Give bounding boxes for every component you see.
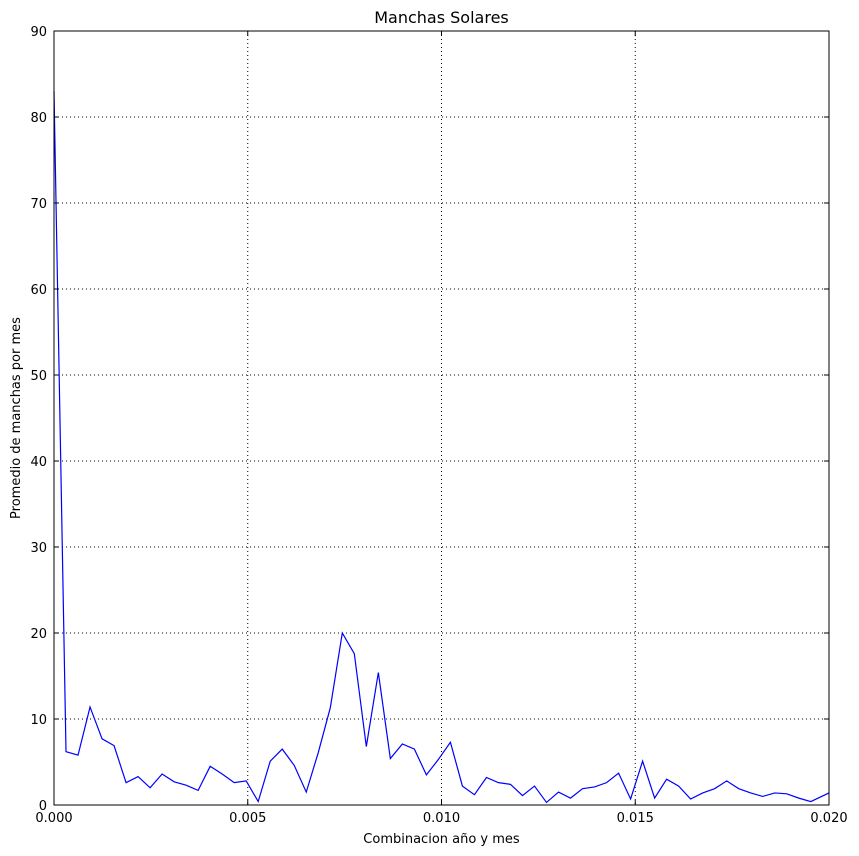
y-tick-label: 50 (30, 369, 47, 384)
y-tick-label: 0 (39, 799, 47, 814)
x-tick-label: 0.015 (617, 811, 654, 826)
x-tick-label: 0.010 (423, 811, 460, 826)
axis-ticks: 0.000 0.005 0.010 0.015 0.020 0 10 20 30 40 50 60 70… (30, 25, 847, 826)
x-tick-label: 0.000 (35, 811, 72, 826)
y-axis-label: Promedio de manchas por mes (9, 317, 24, 519)
y-tick-label: 20 (30, 627, 47, 642)
chart-title: Manchas Solares (374, 8, 509, 27)
x-tick-label: 0.005 (229, 811, 266, 826)
y-tick-label: 70 (30, 197, 47, 212)
y-tick-label: 60 (30, 283, 47, 298)
grid-lines (53, 30, 830, 806)
x-tick-label: 0.020 (810, 811, 847, 826)
y-tick-label: 80 (30, 111, 47, 126)
y-tick-label: 40 (30, 455, 47, 470)
y-tick-label: 90 (30, 25, 47, 40)
y-tick-label: 30 (30, 541, 47, 556)
y-tick-label: 10 (30, 713, 47, 728)
x-axis-label: Combinacion año y mes (363, 832, 520, 847)
series-line (53, 91, 830, 804)
series-layer (53, 91, 830, 804)
